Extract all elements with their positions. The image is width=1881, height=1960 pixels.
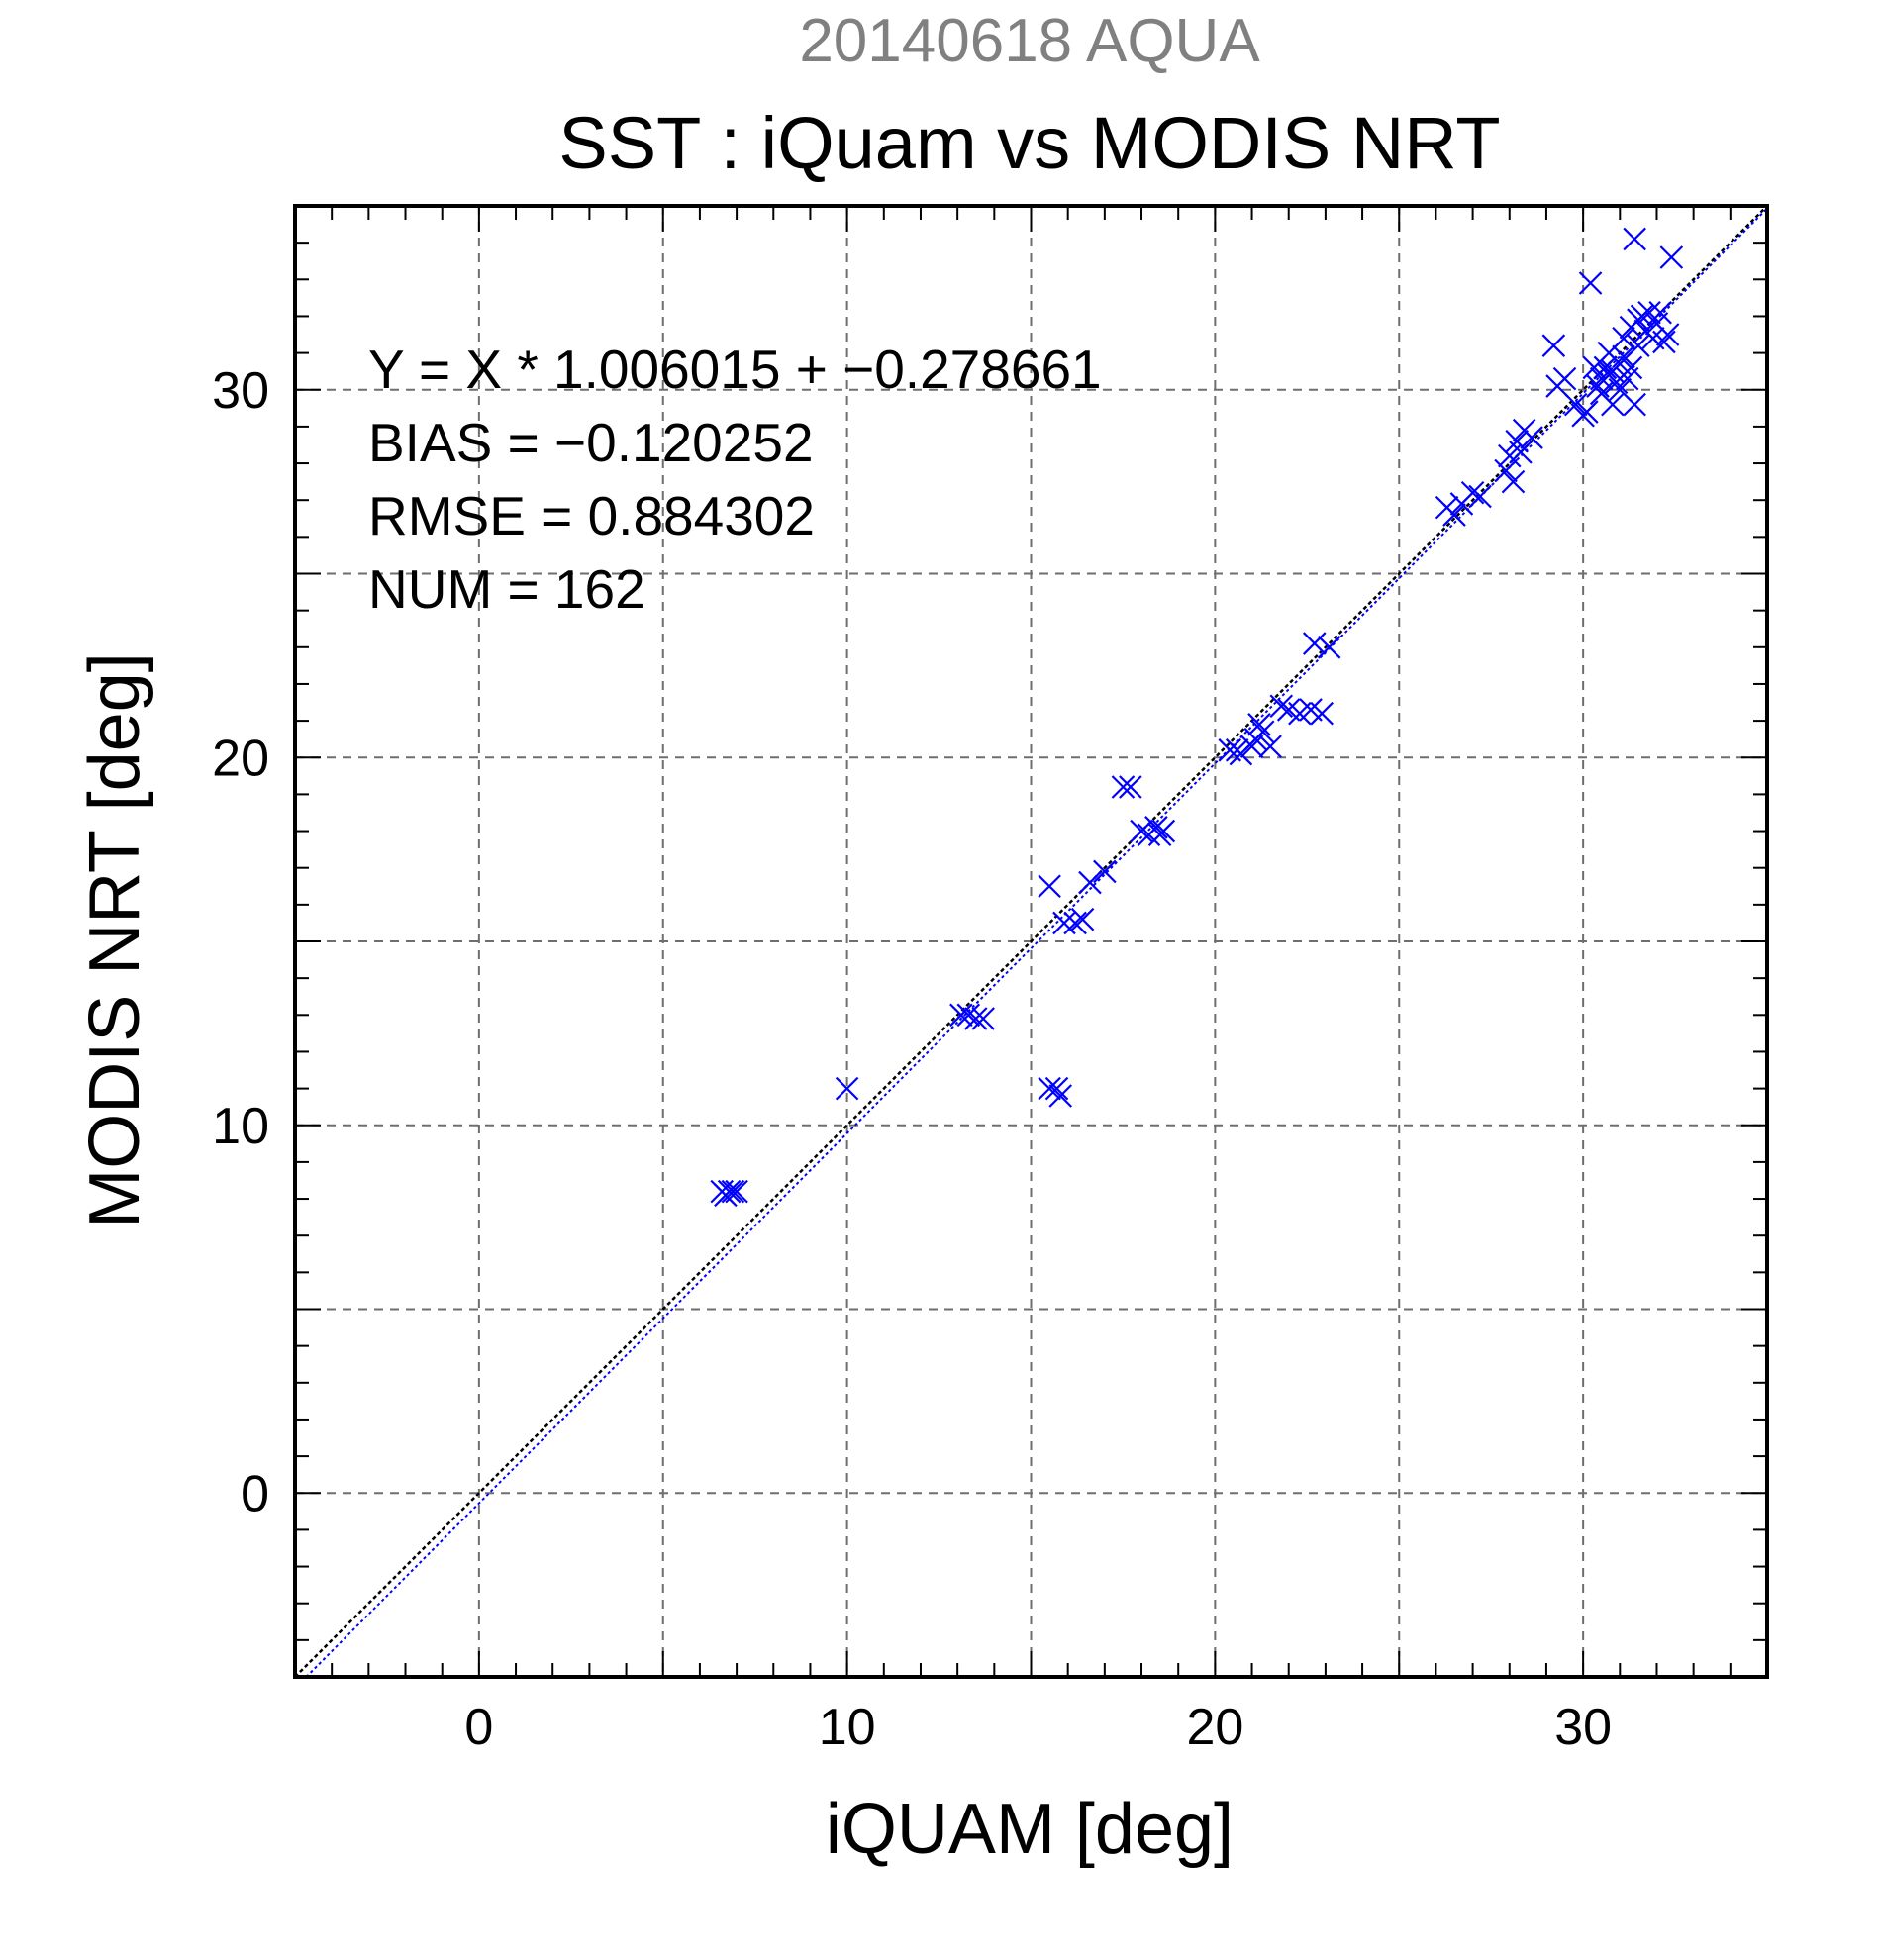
scatter-point [1509, 441, 1533, 464]
scatter-point [1144, 816, 1168, 839]
scatter-point [1468, 484, 1492, 509]
scatter-point [1637, 300, 1661, 325]
rmse-text: RMSE = 0.884302 [368, 485, 815, 546]
scatter-point [1563, 392, 1588, 417]
scatter-point [949, 1003, 973, 1028]
bias-text: BIAS = −0.120252 [368, 412, 814, 473]
scatter-point [1623, 392, 1646, 417]
stats-annotation: Y = X * 1.006015 + −0.278661 BIAS = −0.1… [368, 339, 1102, 620]
scatter-point [971, 1007, 995, 1030]
scatter-point [1093, 859, 1117, 884]
chart-title: 20140618 AQUA [799, 7, 1260, 75]
scatter-point [1552, 366, 1577, 391]
scatter-point [1044, 1076, 1069, 1101]
scatter-point [835, 1076, 859, 1101]
grid [295, 206, 1767, 1677]
x-tick-label: 20 [1186, 1699, 1243, 1756]
scatter-point [1652, 330, 1676, 354]
axis-ticks [295, 206, 1767, 1677]
y-tick-labels: 0 10 20 30 [212, 362, 269, 1523]
scatter-point [1302, 632, 1327, 655]
y-tick-label: 20 [212, 730, 269, 787]
scatter-point [1601, 392, 1625, 417]
scatter-point [1494, 458, 1518, 483]
chart-subtitle: SST : iQuam vs MODIS NRT [558, 102, 1500, 184]
scatter-point [1130, 819, 1153, 843]
scatter-point [1310, 701, 1334, 726]
scatter-point [1612, 326, 1635, 350]
scatter-point [1655, 323, 1680, 346]
scatter-point [1575, 400, 1599, 424]
scatter-point [1648, 300, 1672, 325]
scatter-point [1250, 720, 1275, 744]
x-axis-title: iQUAM [deg] [826, 1790, 1234, 1869]
scatter-point [1038, 874, 1061, 899]
scatter-point [1038, 1076, 1061, 1101]
data-points [710, 227, 1684, 1208]
scatter-point [1269, 694, 1294, 719]
num-text: NUM = 162 [368, 558, 645, 620]
scatter-point [1501, 469, 1526, 494]
scatter-point [1659, 245, 1684, 269]
scatter-point [1623, 227, 1646, 251]
scatter-point [1593, 355, 1618, 380]
scatter-point [1612, 344, 1635, 369]
fit-equation-text: Y = X * 1.006015 + −0.278661 [368, 339, 1102, 400]
scatter-point [1247, 713, 1271, 736]
scatter-point [1578, 271, 1603, 295]
x-tick-label: 0 [464, 1699, 493, 1756]
scatter-point [1111, 775, 1136, 799]
scatter-point [956, 1003, 981, 1028]
y-tick-label: 0 [241, 1465, 269, 1522]
scatter-point [1541, 334, 1566, 357]
scatter-point [963, 1007, 988, 1030]
y-tick-label: 30 [212, 362, 269, 420]
scatter-point [1442, 503, 1466, 527]
x-tick-label: 30 [1554, 1699, 1612, 1756]
scatter-point [1151, 819, 1176, 843]
scatter-point [1619, 355, 1643, 380]
scatter-point [1627, 334, 1650, 357]
scatter-point [714, 1183, 738, 1208]
scatter-point [1239, 735, 1264, 758]
y-tick-label: 10 [212, 1098, 269, 1155]
plot-frame [293, 204, 1769, 1679]
scatter-point [721, 1179, 745, 1204]
scatter-point [1317, 636, 1341, 659]
x-tick-labels: 0 10 20 30 [464, 1699, 1612, 1756]
scatter-point [1052, 911, 1076, 935]
x-tick-label: 10 [819, 1699, 876, 1756]
y-axis-title: MODIS NRT [deg] [75, 652, 154, 1228]
regression-line [305, 207, 1768, 1678]
scatter-point [1630, 304, 1654, 329]
scatter-point [1520, 426, 1543, 449]
scatter-point [1460, 480, 1485, 505]
scatter-point [1258, 735, 1282, 758]
scatter-point [1070, 907, 1095, 931]
scatter-point [1078, 870, 1102, 895]
scatter-point [1063, 911, 1087, 935]
scatter-point [1048, 1084, 1073, 1108]
scatter-point [1119, 775, 1142, 799]
